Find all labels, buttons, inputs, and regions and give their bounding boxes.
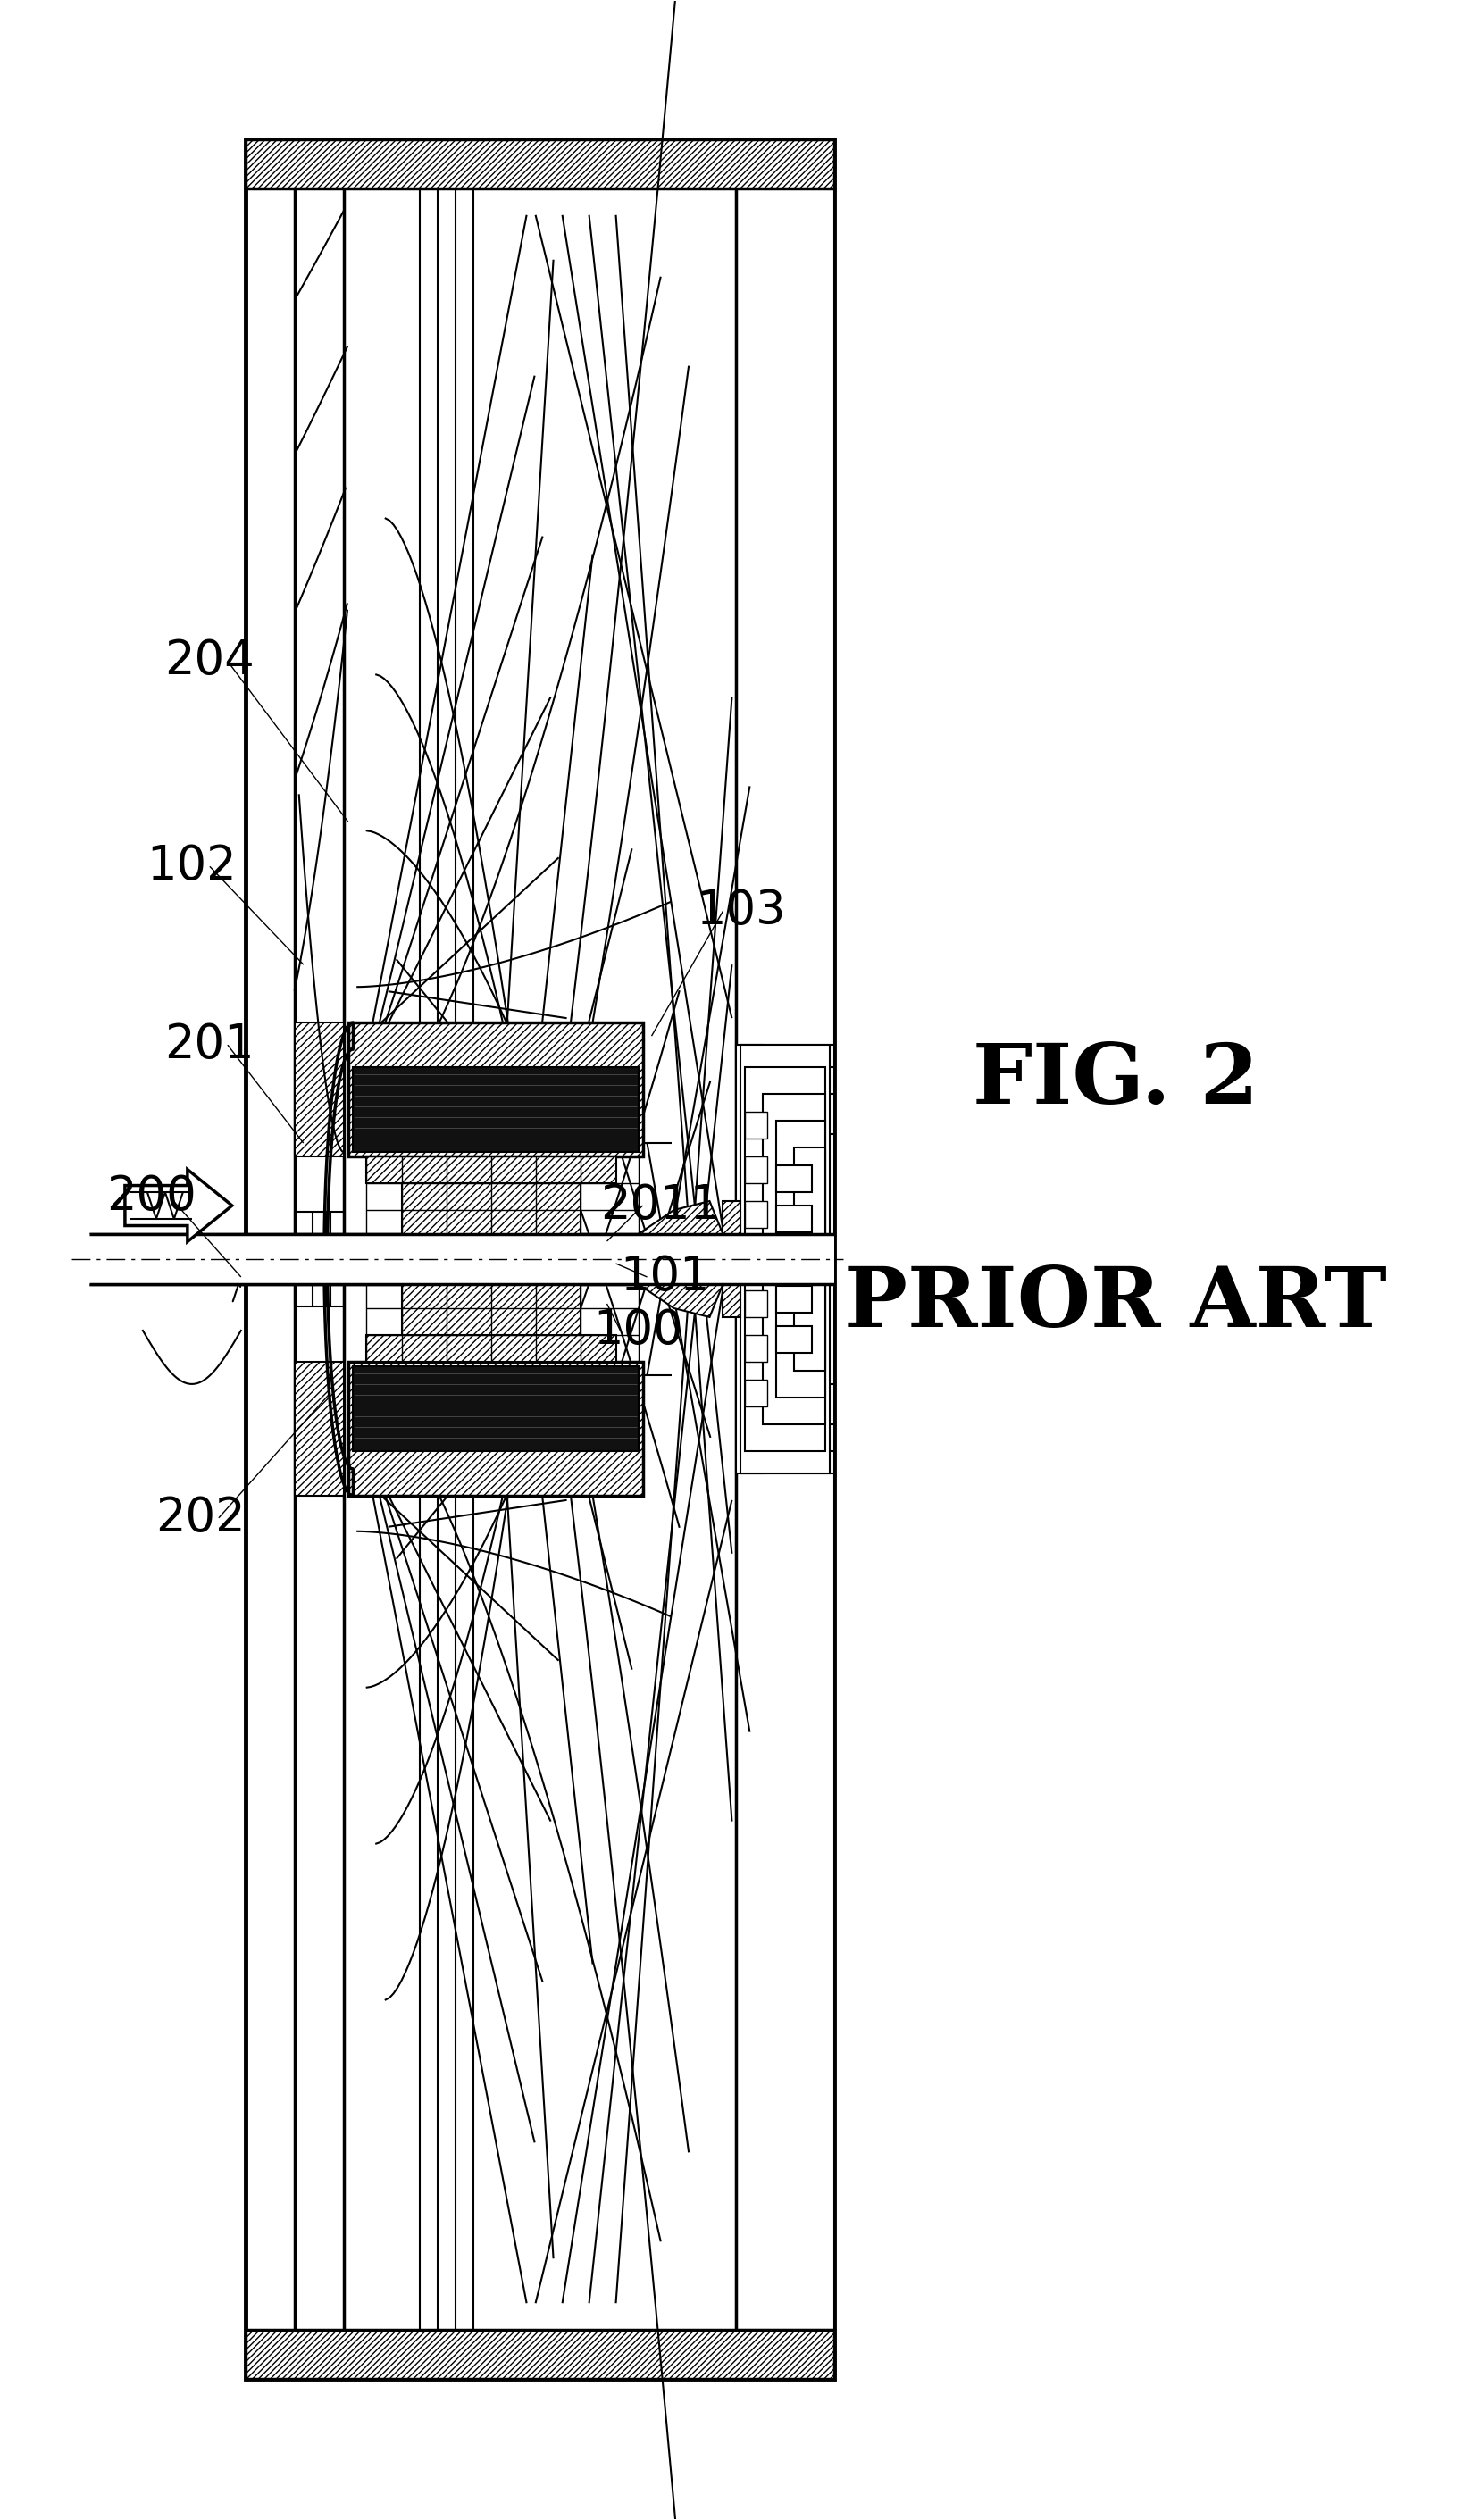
Bar [723,1202,740,1318]
Bar [745,1290,768,1318]
Bar [366,1336,616,1361]
Bar [353,1068,638,1152]
Text: 201: 201 [165,1021,255,1068]
Bar [777,1285,812,1313]
Bar [745,1202,768,1227]
Text: 100: 100 [593,1308,683,1353]
Bar [777,1245,812,1273]
Text: 200: 200 [107,1174,196,1220]
Bar [745,1111,768,1139]
Text: 202: 202 [157,1494,246,1542]
Bar [777,1205,812,1232]
Bar [745,1378,768,1406]
Text: 103: 103 [696,887,786,935]
Bar [764,1094,825,1424]
Bar [740,1046,830,1474]
Text: 102: 102 [146,844,237,890]
Text: FIG. 2: FIG. 2 [973,1041,1258,1121]
Bar [745,1336,768,1361]
Bar [366,1157,616,1184]
Bar [348,1023,642,1157]
Bar [812,1134,834,1383]
Bar [402,1184,581,1336]
Bar [89,1235,834,1285]
Bar [353,1366,638,1452]
Bar [777,1326,812,1353]
Bar [246,139,834,2379]
Bar [786,1106,812,1411]
Bar [348,1361,642,1494]
Bar [246,2331,834,2379]
Bar [246,139,834,189]
Text: 204: 204 [165,638,255,685]
Bar [745,1157,768,1184]
Text: 2011: 2011 [601,1182,720,1230]
Bar [764,1081,786,1436]
Bar [777,1121,825,1399]
Bar [736,1046,764,1474]
Bar [777,1164,812,1192]
FancyArrow shape [124,1169,233,1242]
Bar [745,1068,825,1452]
Text: PRIOR ART: PRIOR ART [844,1263,1387,1343]
Polygon shape [638,1202,723,1318]
Bar [794,1147,825,1371]
Bar [294,1023,344,1157]
Text: 101: 101 [620,1255,710,1300]
Bar [736,189,834,2331]
Bar [294,1361,344,1494]
